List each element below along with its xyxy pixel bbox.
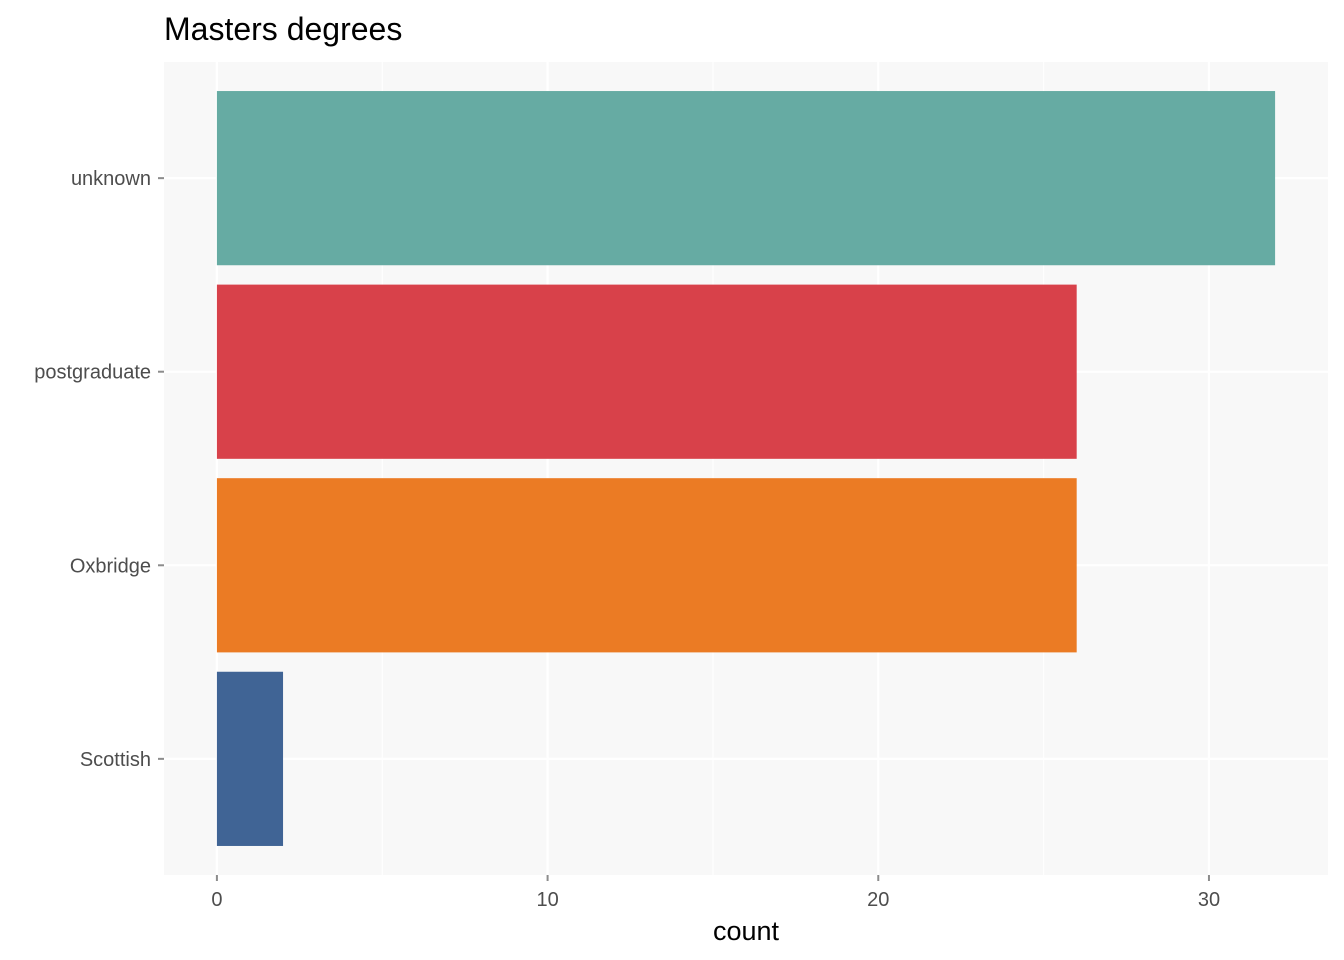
chart-title: Masters degrees — [164, 11, 402, 47]
x-tick-label: 20 — [867, 889, 889, 911]
y-tick-label: postgraduate — [34, 362, 151, 384]
bar-postgraduate — [216, 284, 1077, 459]
bar-oxbridge — [216, 478, 1077, 653]
x-tick-label: 10 — [536, 889, 558, 911]
x-axis-title: count — [713, 916, 780, 946]
y-tick-label: unknown — [71, 168, 151, 190]
bar-scottish — [216, 671, 284, 846]
x-tick-label: 30 — [1198, 889, 1220, 911]
x-axis: 0 10 20 30 — [211, 875, 1220, 911]
y-tick-label: Scottish — [80, 749, 151, 771]
y-tick-label: Oxbridge — [70, 555, 151, 577]
y-axis: unknown postgraduate Oxbridge Scottish — [34, 168, 164, 771]
bar-unknown — [216, 91, 1276, 266]
bars — [216, 91, 1276, 846]
x-tick-label: 0 — [211, 889, 222, 911]
